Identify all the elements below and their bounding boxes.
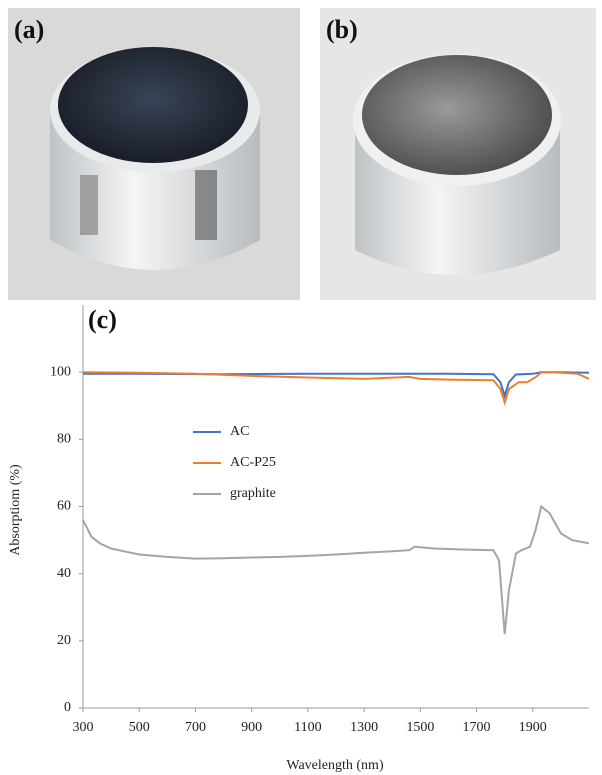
x-tick-label: 700 [185,720,206,735]
x-tick-label: 1100 [294,720,321,735]
y-tick-label: 0 [64,700,71,715]
x-tick-label: 900 [241,720,262,735]
series-line [82,504,590,635]
series-line [83,371,590,400]
photo-b [320,8,596,300]
y-tick-label: 100 [50,364,71,379]
panel-label: (b) [326,15,358,44]
legend-label: AC-P25 [230,455,276,470]
x-tick-label: 1900 [519,720,547,735]
legend-label: AC [230,424,249,439]
x-tick-label: 1300 [350,720,378,735]
x-axis-label: Wavelength (nm) [286,758,384,773]
x-tick-label: 500 [129,720,150,735]
annotation: (c) [88,305,117,334]
legend-label: graphite [230,486,276,501]
panel-label: (a) [14,15,44,44]
y-tick-label: 40 [57,566,71,581]
x-tick-label: 1700 [463,720,491,735]
y-tick-label: 60 [57,499,71,514]
y-tick-label: 80 [57,432,71,447]
y-tick-label: 20 [57,633,71,648]
photo-a [8,8,300,300]
x-tick-label: 1500 [406,720,434,735]
y-axis-label: Absorptiom (%) [8,464,23,556]
x-tick-label: 300 [73,720,94,735]
series-line [82,371,590,406]
